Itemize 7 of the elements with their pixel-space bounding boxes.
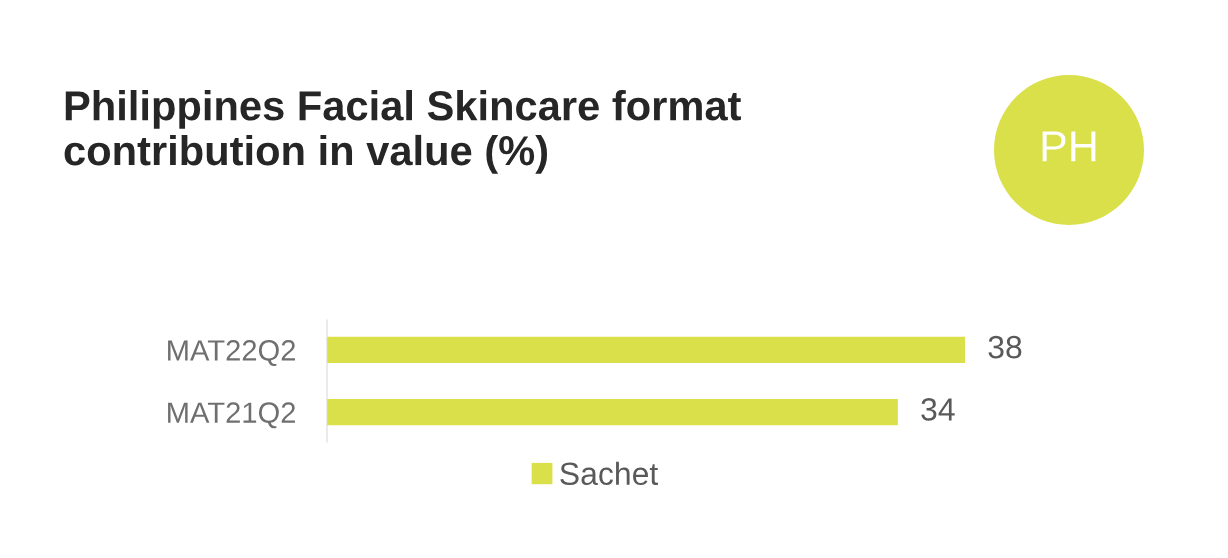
text: PH: [1042, 131, 1096, 162]
y-tick-label: MAT21Q2: [168, 402, 295, 429]
legend-label: Sachet: [560, 461, 659, 486]
data-label: 38: [988, 335, 1022, 359]
y-tick-label: MAT22Q2: [168, 340, 295, 366]
chart-title: Philippines Facial Skincare format contribution in value (%): [64, 90, 741, 174]
data-label: 34: [921, 398, 955, 421]
